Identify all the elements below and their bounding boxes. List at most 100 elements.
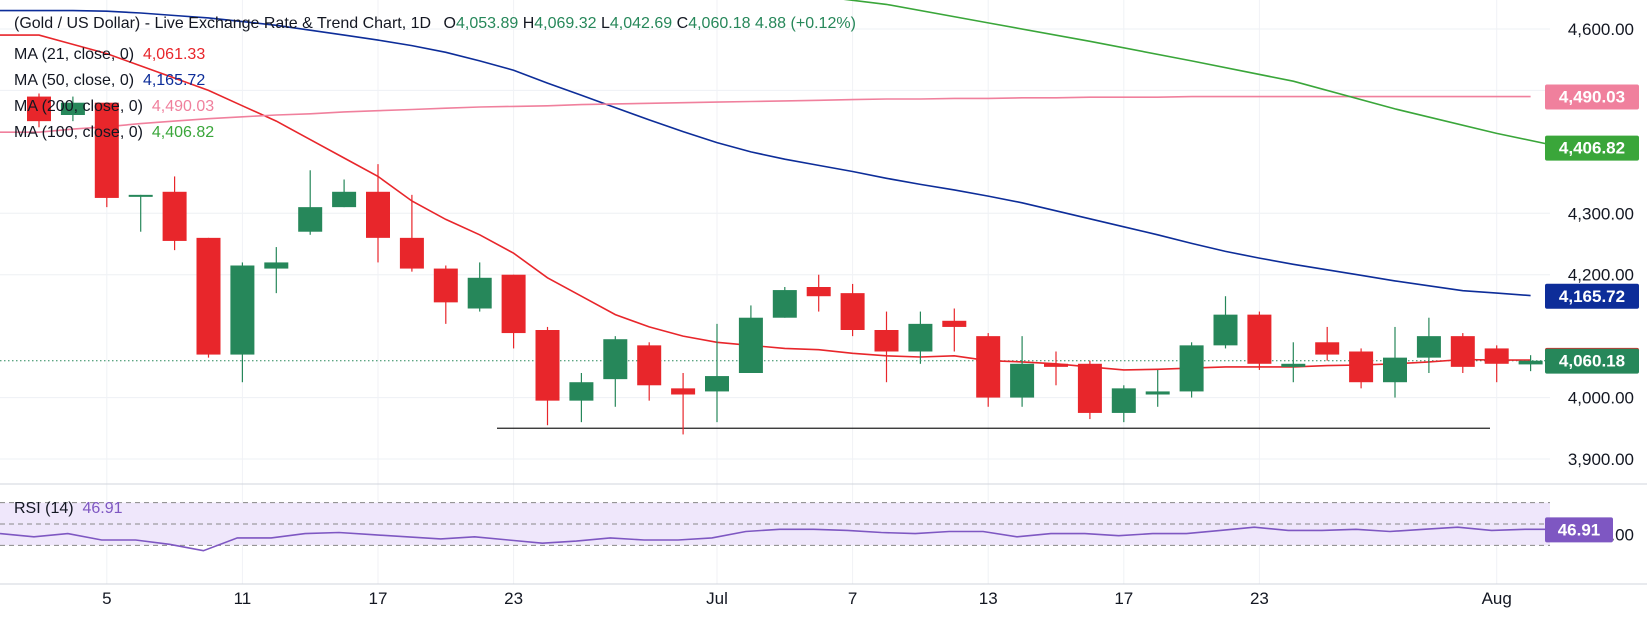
candle-body-down: [671, 388, 696, 395]
candle-body-down: [874, 330, 899, 352]
symbol-title[interactable]: (Gold / US Dollar) - Live Exchange Rate …: [14, 15, 432, 32]
candle-body-up: [298, 207, 323, 232]
axis-layer: 4,600.004,500.004,300.004,200.004,000.00…: [0, 20, 1647, 608]
price-tick-label: 4,000.00: [1568, 389, 1634, 408]
price-badge-label: 4,490.03: [1559, 88, 1625, 107]
candle-body-down: [162, 191, 187, 241]
high-value: 4,069.32: [534, 15, 597, 32]
price-badge: [1545, 283, 1639, 309]
legend-ma100-label: MA (100, close, 0): [14, 124, 143, 141]
legend-ma100[interactable]: MA (100, close, 0) 4,406.82: [14, 120, 214, 146]
candle-body-down: [942, 320, 967, 327]
low-value: 4,042.69: [609, 15, 673, 32]
chart-header: (Gold / US Dollar) - Live Exchange Rate …: [14, 14, 856, 34]
candle-body-up: [60, 102, 85, 115]
rsi-badge: [1545, 517, 1613, 543]
time-tick-label: 5: [102, 589, 111, 608]
price-tick-label: 4,600.00: [1568, 20, 1634, 39]
ma-line-ma-50-close-0-: [0, 9, 1531, 297]
candle-body-down: [433, 268, 458, 303]
moving-average-lines: [0, 0, 1565, 371]
ma-line-ma-200-close-0-: [0, 95, 1531, 133]
time-tick-label: Jul: [706, 589, 728, 608]
rsi-line: [0, 526, 1560, 552]
candle-body-down: [27, 96, 51, 122]
candle-body-down: [806, 287, 831, 297]
price-badge-label: 4,406.82: [1559, 139, 1625, 158]
candle-body-up: [1179, 345, 1204, 392]
time-tick-label: 23: [1250, 589, 1269, 608]
candle-body-down: [976, 336, 1001, 398]
low-label: L: [601, 15, 610, 32]
price-badge-label: 4,060.18: [1559, 352, 1625, 371]
high-label: H: [522, 15, 535, 32]
time-tick-label: 7: [848, 589, 857, 608]
candle-body-down: [399, 237, 424, 269]
price-tick-label: 3,900.00: [1568, 450, 1634, 469]
candle-body-up: [1416, 336, 1441, 358]
time-tick-label: 17: [369, 589, 388, 608]
candle-body-down: [840, 293, 865, 330]
ma-line-ma-21-close-0-: [0, 34, 1531, 371]
candle-body-up: [705, 376, 729, 392]
price-badge: [1545, 348, 1639, 374]
open-label: O: [443, 15, 456, 32]
ma-line-100: [843, 0, 1565, 149]
candle-body-down: [94, 102, 119, 198]
candle-body-up: [128, 194, 153, 197]
rsi-label: RSI (14): [14, 500, 74, 517]
change-value: 4.88 (+0.12%): [754, 15, 856, 32]
price-badge: [1545, 84, 1639, 110]
candlestick-series: [27, 93, 1543, 435]
legend-ma200-label: MA (200, close, 0): [14, 98, 143, 115]
candle-body-up: [569, 382, 594, 401]
legend-ma200[interactable]: MA (200, close, 0) 4,490.03: [14, 94, 214, 120]
price-badge-label: 4,165.72: [1559, 287, 1625, 306]
candle-body-up: [332, 191, 357, 208]
candle-body-up: [1281, 363, 1306, 367]
candle-body-down: [501, 274, 526, 334]
rsi-value: 46.91: [82, 500, 123, 517]
candle-body-down: [1484, 348, 1509, 364]
close-label: C: [676, 15, 689, 32]
rsi-legend[interactable]: RSI (14) 46.91: [14, 500, 123, 518]
time-tick-label: 11: [234, 589, 252, 608]
candle-body-down: [535, 330, 560, 401]
legend-ma100-value: 4,406.82: [151, 124, 215, 141]
legend-ma50[interactable]: MA (50, close, 0) 4,165.72: [14, 68, 214, 94]
rsi-pane: 40.0046.91: [0, 502, 1634, 552]
time-tick-label: 13: [979, 589, 998, 608]
candle-body-down: [1349, 351, 1374, 383]
indicator-legend: MA (21, close, 0) 4,061.33 MA (50, close…: [14, 42, 214, 146]
price-badge: [1545, 135, 1639, 161]
candle-body-up: [1111, 388, 1136, 413]
candle-body-up: [772, 290, 797, 318]
legend-ma21-label: MA (21, close, 0): [14, 46, 135, 63]
time-tick-label: 17: [1114, 589, 1133, 608]
candle-body-down: [1077, 363, 1102, 413]
candle-body-up: [264, 262, 289, 269]
candle-body-up: [230, 265, 255, 355]
candle-body-down: [1315, 342, 1340, 355]
candle-body-down: [1044, 363, 1068, 367]
close-value: 4,060.18: [688, 15, 751, 32]
candle-body-down: [1450, 336, 1475, 367]
candle-body-up: [1010, 363, 1035, 398]
legend-ma21-value: 4,061.33: [142, 46, 206, 63]
candle-body-up: [1383, 357, 1407, 383]
candle-body-up: [1213, 314, 1238, 346]
candle-body-down: [366, 191, 390, 238]
candle-body-down: [1247, 314, 1272, 364]
legend-ma21[interactable]: MA (21, close, 0) 4,061.33: [14, 42, 214, 68]
time-tick-label: Aug: [1482, 589, 1512, 608]
candle-body-up: [908, 323, 933, 352]
candle-body-up: [1145, 391, 1170, 395]
price-tick-label: 4,200.00: [1568, 266, 1634, 285]
candle-body-up: [738, 317, 763, 373]
candle-body-up: [603, 339, 628, 380]
legend-ma50-label: MA (50, close, 0): [14, 72, 135, 89]
candle-body-up: [467, 277, 492, 309]
candle-body-up: [1518, 360, 1543, 365]
